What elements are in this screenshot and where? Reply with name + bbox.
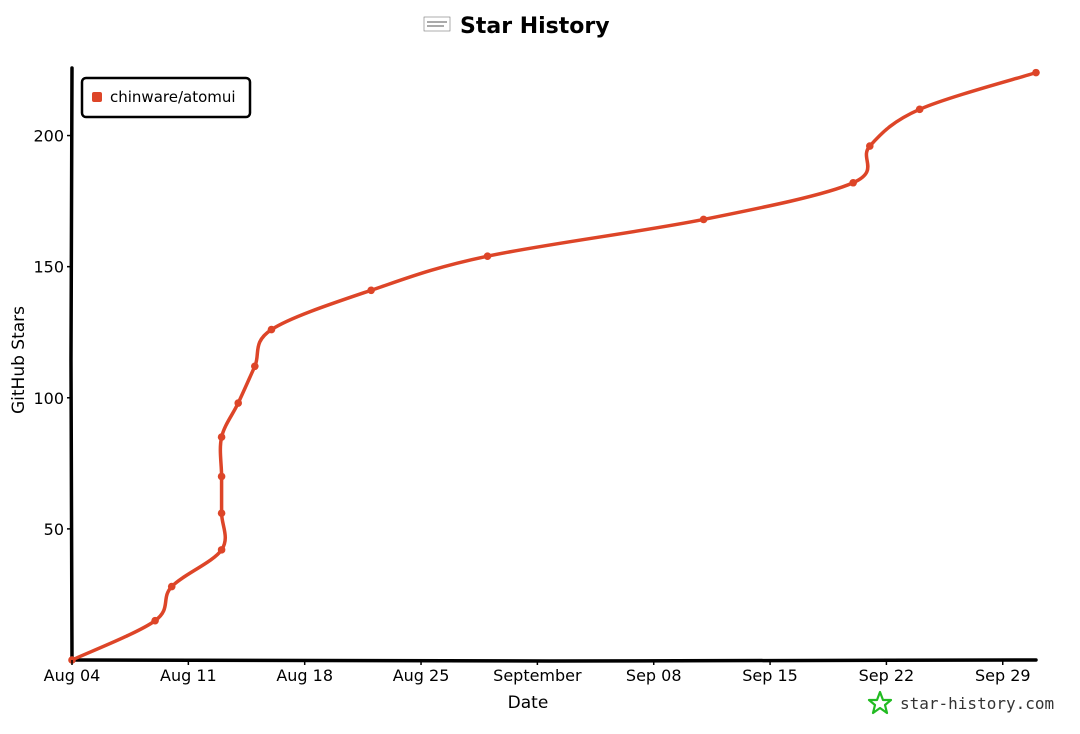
data-point[interactable] <box>217 509 226 517</box>
data-point[interactable] <box>865 142 874 150</box>
data-point[interactable] <box>915 105 924 114</box>
series-line <box>70 70 1038 662</box>
legend-label: chinware/atomui <box>110 88 236 106</box>
data-point[interactable] <box>1032 68 1040 77</box>
data-point[interactable] <box>151 616 159 625</box>
axes <box>69 66 1038 663</box>
chart-title-group: Star History <box>423 14 610 39</box>
y-axis-line <box>69 66 74 662</box>
legend: chinware/atomui <box>80 76 252 119</box>
y-tick-label: 100 <box>33 389 64 408</box>
y-axis-ticks: 50 100 150 200 <box>33 127 72 539</box>
data-point[interactable] <box>267 325 276 334</box>
x-tick-label: Sep 22 <box>859 666 915 685</box>
data-point[interactable] <box>217 433 226 441</box>
data-point[interactable] <box>217 546 226 554</box>
x-tick-label: Aug 11 <box>160 666 217 685</box>
star-history-logo-icon <box>867 690 893 715</box>
y-axis-label: GitHub Stars <box>9 306 29 414</box>
data-point[interactable] <box>217 472 226 481</box>
x-axis-line <box>70 658 1038 663</box>
series-layer <box>68 68 1040 664</box>
x-axis-label: Date <box>508 693 549 713</box>
y-tick-label: 200 <box>33 127 64 146</box>
legend-swatch <box>92 92 102 102</box>
y-tick-label: 50 <box>44 520 64 539</box>
legend-box <box>80 76 252 119</box>
data-point[interactable] <box>699 215 708 224</box>
credit-text[interactable]: star-history.com <box>900 694 1054 713</box>
x-tick-label: Aug 04 <box>44 666 101 685</box>
title-logo-icon <box>423 16 451 32</box>
x-tick-label: Sep 29 <box>975 666 1031 685</box>
x-tick-label: Aug 18 <box>276 666 333 685</box>
data-point[interactable] <box>167 582 176 591</box>
x-tick-label: September <box>493 666 582 685</box>
x-tick-label: Sep 08 <box>626 666 682 685</box>
data-point[interactable] <box>367 286 375 295</box>
data-point[interactable] <box>849 178 857 187</box>
data-point[interactable] <box>234 399 243 407</box>
footer-credit[interactable]: star-history.com <box>867 690 1054 715</box>
chart-title: Star History <box>460 14 610 39</box>
y-tick-label: 150 <box>33 258 64 277</box>
data-point[interactable] <box>483 252 492 260</box>
data-point[interactable] <box>251 362 259 371</box>
x-axis-ticks: Aug 04 Aug 11 Aug 18 Aug 25 September Sep 08 S… <box>44 660 1031 685</box>
x-tick-label: Aug 25 <box>393 666 450 685</box>
x-tick-label: Sep 15 <box>742 666 798 685</box>
